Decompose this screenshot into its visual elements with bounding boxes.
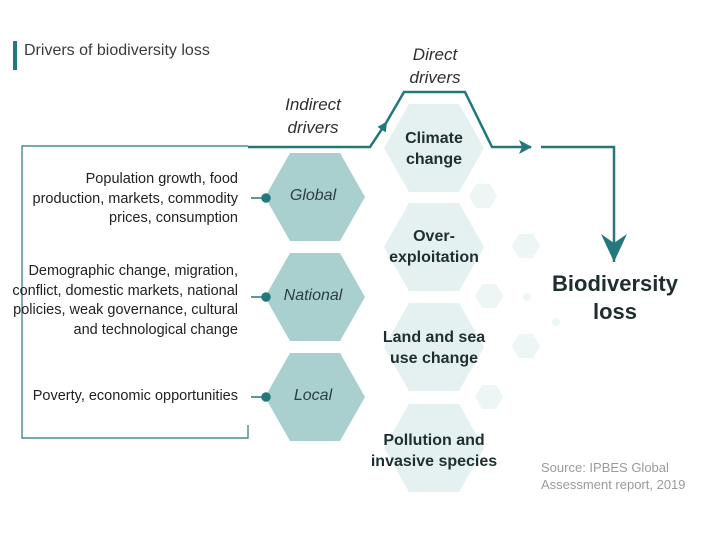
flow-arrows bbox=[248, 90, 627, 262]
indirect-driver-hexagons bbox=[265, 153, 365, 441]
outcome-line: Biodiversity bbox=[552, 271, 678, 296]
indirect-drivers-heading: Indirect drivers bbox=[268, 93, 358, 139]
description-line: production, markets, commodity bbox=[32, 190, 239, 207]
direct-label-line: invasive species bbox=[370, 453, 498, 470]
global-description: Population growth, food production, mark… bbox=[33, 170, 239, 229]
direct-label-line: exploitation bbox=[389, 249, 479, 266]
description-line: policies, weak governance, cultural bbox=[13, 302, 238, 318]
title-accent-bar bbox=[13, 41, 17, 70]
description-line: prices, consumption bbox=[109, 210, 238, 226]
direct-label-line: use change bbox=[389, 350, 479, 367]
direct-heading-line: drivers bbox=[409, 68, 461, 87]
direct-hex-pollution bbox=[384, 404, 484, 492]
connectors bbox=[251, 193, 271, 402]
flow-into-direct bbox=[248, 121, 388, 149]
direct-drivers-heading: Direct drivers bbox=[390, 43, 480, 89]
indirect-heading-line: drivers bbox=[287, 118, 339, 137]
land-sea-use-label: Land and sea use change bbox=[359, 327, 509, 369]
indirect-hex-national bbox=[265, 253, 365, 341]
outcome-line: loss bbox=[592, 299, 638, 324]
local-label: Local bbox=[293, 387, 333, 404]
description-line: Population growth, food bbox=[85, 171, 238, 187]
flow-to-outcome bbox=[541, 145, 627, 262]
source-line: Assessment report, 2019 bbox=[541, 477, 686, 492]
overexploitation-label: Over- exploitation bbox=[359, 226, 509, 268]
national-label: National bbox=[283, 287, 343, 304]
description-line: Poverty, economic opportunities bbox=[32, 388, 238, 404]
indirect-hex-local bbox=[265, 353, 365, 441]
direct-label-line: Climate bbox=[405, 130, 463, 147]
indirect-hex-global bbox=[265, 153, 365, 241]
direct-heading-line: Direct bbox=[412, 45, 458, 64]
biodiversity-loss-label: Biodiversity loss bbox=[530, 270, 700, 326]
flow-over-direct bbox=[384, 90, 532, 154]
direct-label-line: Over- bbox=[413, 228, 455, 245]
page-title: Drivers of biodiversity loss bbox=[24, 42, 210, 59]
direct-label-line: change bbox=[405, 151, 462, 168]
direct-label-line: Land and sea bbox=[382, 329, 486, 346]
description-line: and technological change bbox=[73, 321, 238, 338]
national-description: Demographic change, migration, conflict,… bbox=[12, 262, 238, 340]
direct-label-line: Pollution and bbox=[383, 432, 485, 449]
source-note: Source: IPBES Global Assessment report, … bbox=[541, 459, 686, 493]
decorative-hexagons bbox=[469, 184, 560, 409]
direct-hex-overexploitation bbox=[384, 203, 484, 291]
source-line: Source: IPBES Global bbox=[541, 460, 669, 475]
direct-hex-climate bbox=[384, 104, 484, 192]
global-label: Global bbox=[289, 187, 337, 204]
pollution-invasive-label: Pollution and invasive species bbox=[359, 430, 509, 472]
description-line: Demographic change, migration, bbox=[28, 263, 238, 279]
description-line: conflict, domestic markets, national bbox=[12, 282, 238, 299]
direct-hex-landuse bbox=[384, 303, 484, 391]
indirect-bracket bbox=[21, 145, 249, 439]
local-description: Poverty, economic opportunities bbox=[33, 387, 238, 407]
direct-driver-hexagons bbox=[384, 104, 484, 492]
indirect-heading-line: Indirect bbox=[285, 95, 341, 114]
climate-change-label: Climate change bbox=[359, 128, 509, 170]
